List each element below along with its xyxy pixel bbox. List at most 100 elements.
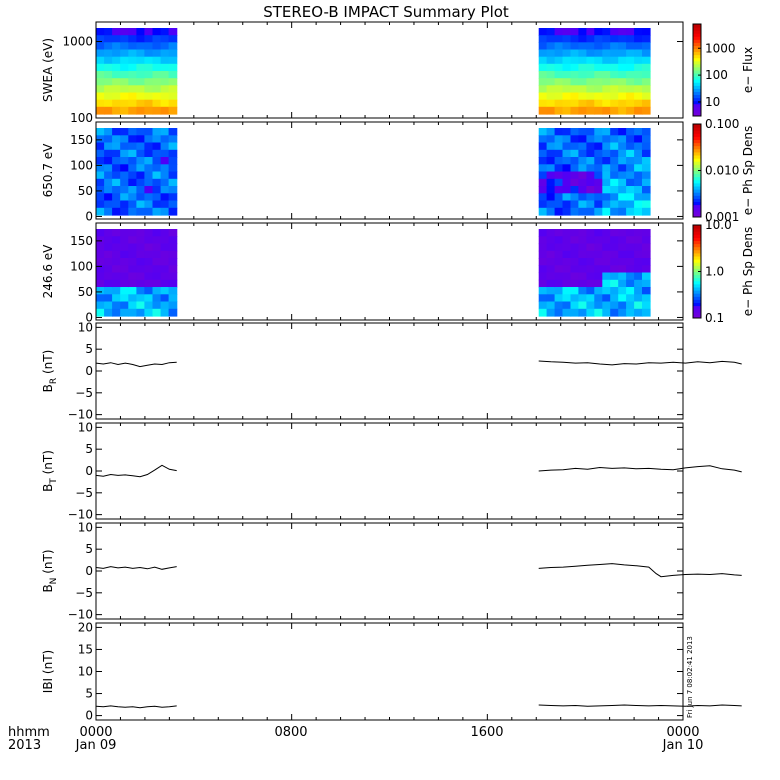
heatmap-cell [128, 250, 137, 259]
heatmap-cell [578, 78, 587, 86]
heatmap-cell [586, 279, 595, 288]
y-tick-label: 100 [70, 158, 93, 172]
colorbar-tick-label: 0.1 [705, 311, 724, 325]
heatmap-cell [144, 243, 154, 252]
heatmap-cell [538, 149, 548, 158]
heatmap-cell [618, 200, 627, 209]
heatmap-cell [104, 279, 113, 288]
heatmap-cell [112, 71, 121, 79]
y-axis-label: BT (nT) [41, 450, 59, 492]
heatmap-cell [618, 35, 627, 43]
heatmap-cell [570, 207, 580, 216]
heatmap-cell [586, 301, 595, 310]
heatmap-cell [104, 85, 113, 94]
heatmap-cell [634, 178, 643, 187]
heatmap-cell [104, 207, 113, 216]
y-tick-label: 100 [70, 259, 93, 273]
heatmap-cell [594, 301, 603, 310]
heatmap-cell [112, 135, 121, 144]
heatmap-cell [578, 186, 587, 194]
colorbar-tick-label: 0.001 [705, 210, 739, 224]
heatmap-cell [554, 200, 564, 209]
colorbar-segment [693, 268, 701, 272]
heatmap-cell [96, 128, 105, 136]
heatmap-cell [136, 78, 146, 86]
heatmap-cell [104, 258, 113, 266]
heatmap-cell [160, 200, 170, 209]
heatmap-cell [610, 301, 619, 310]
heatmap-cell [642, 243, 651, 252]
heatmap-cell [120, 308, 129, 317]
heatmap-cell [586, 128, 595, 136]
colorbar-segment [693, 130, 701, 134]
heatmap-cell [136, 301, 146, 310]
heatmap-cell [634, 186, 643, 194]
heatmap-cell [586, 265, 595, 274]
heatmap-cell [618, 99, 627, 108]
heatmap-cell [144, 279, 154, 288]
heatmap-cell [120, 28, 129, 36]
heatmap-cell [160, 301, 170, 310]
heatmap-cell [618, 157, 627, 165]
y-tick-label: 50 [78, 184, 93, 198]
heatmap-cell [562, 49, 572, 58]
heatmap-cell [594, 164, 603, 173]
heatmap-cell [586, 35, 595, 43]
heatmap-cell [136, 265, 146, 274]
colorbar-segment [693, 299, 701, 303]
footer-hhmm: hhmm [8, 725, 50, 740]
heatmap-cell [602, 157, 611, 165]
heatmap-cell [136, 157, 146, 165]
heatmap-cell [96, 35, 105, 43]
heatmap-cell [112, 265, 121, 274]
colorbar-segment [693, 82, 701, 86]
colorbar-segment [693, 170, 701, 175]
heatmap-cell [144, 42, 154, 51]
heatmap-cell [570, 272, 580, 281]
heatmap-cell [554, 193, 564, 202]
heatmap-cell [136, 279, 146, 288]
heatmap-cell [160, 207, 170, 216]
heatmap-cell [104, 294, 113, 303]
heatmap-cell [112, 178, 121, 187]
heatmap-cell [578, 142, 587, 151]
heatmap-cell [120, 99, 129, 108]
colorbar-segment [693, 91, 701, 96]
heatmap-cell [144, 63, 154, 72]
heatmap-cell [610, 28, 619, 36]
heatmap-cell [618, 71, 627, 79]
heatmap-cell [602, 35, 611, 43]
heatmap-cell [546, 279, 556, 288]
heatmap-cell [538, 236, 548, 245]
heatmap-cell [642, 200, 651, 209]
heatmap-cell [136, 229, 146, 237]
heatmap-cell [96, 56, 105, 65]
heatmap-cell [128, 35, 137, 43]
heatmap-cell [602, 49, 611, 58]
heatmap-cell [136, 200, 146, 209]
heatmap-cell [570, 308, 580, 317]
colorbar-segment [693, 207, 701, 212]
heatmap-cell [594, 258, 603, 266]
heatmap-cell [570, 265, 580, 274]
heatmap-cell [642, 78, 651, 86]
heatmap-cell [144, 287, 154, 295]
heatmap-cell [594, 157, 603, 165]
heatmap-cell [152, 272, 162, 281]
heatmap-cell [160, 294, 170, 303]
heatmap-cell [642, 106, 651, 115]
heatmap-cell [160, 99, 170, 108]
heatmap-cell [594, 265, 603, 274]
heatmap-cell [618, 149, 627, 158]
heatmap-cell [570, 250, 580, 259]
heatmap-cell [626, 279, 635, 288]
y-tick-label: 5 [85, 542, 93, 556]
heatmap-cell [578, 178, 587, 187]
heatmap-cell [104, 250, 113, 259]
heatmap-cell [594, 308, 603, 317]
heatmap-cell [104, 178, 113, 187]
heatmap-cell [586, 193, 595, 202]
heatmap-cell [594, 135, 603, 144]
colorbar-segment [693, 231, 701, 235]
heatmap-cell [96, 258, 105, 266]
